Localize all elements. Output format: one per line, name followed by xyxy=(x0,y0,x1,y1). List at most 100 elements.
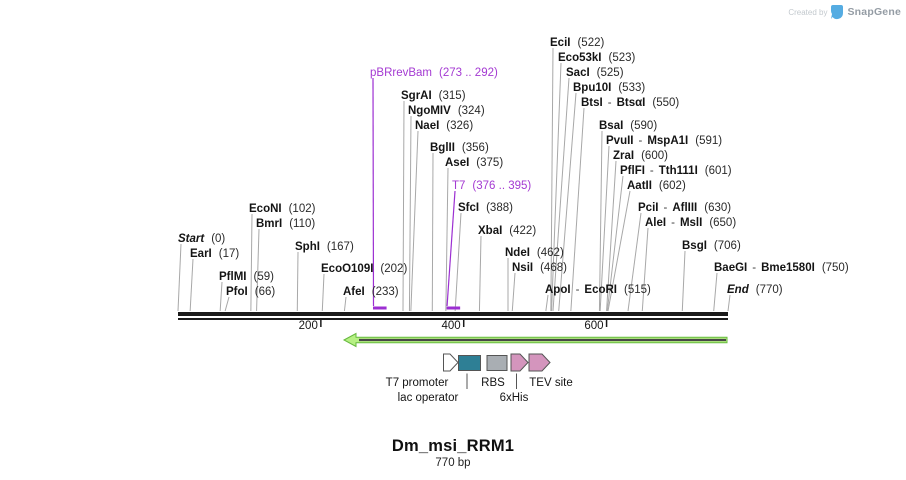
site-connector-btsi xyxy=(570,107,585,312)
feature-label-6xhis: 6xHis xyxy=(500,392,529,404)
site-label-ecoo109i[interactable]: EcoO109I (202) xyxy=(321,263,407,275)
sequence-title: Dm_msi_RRM1 xyxy=(391,437,515,455)
site-connector-naei xyxy=(410,130,419,312)
feature-6xhis[interactable] xyxy=(510,353,529,372)
site-label-apoi[interactable]: ApoI - EcoRI (515) xyxy=(545,284,651,296)
site-connector-zrai xyxy=(606,160,617,312)
feature-label-rbs: RBS xyxy=(481,377,505,389)
site-label-xbai[interactable]: XbaI (422) xyxy=(478,225,536,237)
site-connector-apoi xyxy=(545,294,549,312)
site-label-naei[interactable]: NaeI (326) xyxy=(415,120,473,132)
site-label-zrai[interactable]: ZraI (600) xyxy=(613,150,668,162)
site-connector-alei xyxy=(641,227,649,312)
site-label-pflfi[interactable]: PflFI - Tth111I (601) xyxy=(620,165,732,177)
site-label-ecii[interactable]: EciI (522) xyxy=(550,37,604,49)
site-label-sphi[interactable]: SphI (167) xyxy=(295,241,354,253)
site-label-pfoi[interactable]: PfoI (66) xyxy=(226,286,275,298)
site-connector-pflmi xyxy=(219,281,223,312)
site-connector-xbai xyxy=(478,235,482,312)
site-label-econi[interactable]: EcoNI (102) xyxy=(249,203,316,215)
orf-arrow-core xyxy=(359,338,726,342)
site-connector-ecoo109i xyxy=(321,273,325,312)
site-connector-aatii xyxy=(607,190,631,312)
site-label-end[interactable]: End (770) xyxy=(727,284,783,296)
site-label-start[interactable]: Start (0) xyxy=(178,233,225,245)
primer-label-t7[interactable]: T7 (376 .. 395) xyxy=(452,180,531,192)
site-label-baegi[interactable]: BaeGI - Bme1580I (750) xyxy=(714,262,849,274)
snapgene-logo-icon xyxy=(831,4,844,19)
site-connector-pvuii xyxy=(599,145,610,312)
site-connector-nsii xyxy=(511,272,516,312)
site-label-afei[interactable]: AfeI (233) xyxy=(343,286,399,298)
feature-lac-operator[interactable] xyxy=(458,355,481,371)
site-label-sgrai[interactable]: SgrAI (315) xyxy=(401,90,466,102)
site-connector-sfci xyxy=(454,212,462,312)
site-label-sfci[interactable]: SfcI (388) xyxy=(458,202,513,214)
site-label-bsai[interactable]: BsaI (590) xyxy=(599,120,657,132)
site-label-saci[interactable]: SacI (525) xyxy=(566,67,624,79)
site-label-bglii[interactable]: BglII (356) xyxy=(430,142,489,154)
primer-connector-pbrrevbam xyxy=(372,77,375,307)
ruler-tick-label-200: 200 xyxy=(299,320,318,332)
site-connector-pcii xyxy=(627,212,642,312)
primer-label-pbrrevbam[interactable]: pBRrevBam (273 .. 292) xyxy=(370,67,498,79)
site-connector-econi xyxy=(250,213,253,312)
site-label-bmri[interactable]: BmrI (110) xyxy=(256,218,315,230)
site-label-pcii[interactable]: PciI - AflIII (630) xyxy=(638,202,731,214)
ruler-bar-top[interactable] xyxy=(178,312,728,316)
site-label-pflmi[interactable]: PflMI (59) xyxy=(219,271,274,283)
site-connector-sgrai xyxy=(402,100,405,312)
site-connector-bglii xyxy=(431,152,434,312)
feature-label-t7-promoter: T7 promoter xyxy=(386,377,449,389)
site-connector-end xyxy=(727,294,731,312)
ruler-tick-label-400: 400 xyxy=(442,320,461,332)
site-connector-bpu10i xyxy=(558,92,577,312)
primer-connector-t7 xyxy=(446,190,456,307)
site-label-alei[interactable]: AleI - MslI (650) xyxy=(645,217,736,229)
site-connector-asei xyxy=(445,167,449,312)
site-connector-pflfi xyxy=(606,175,624,312)
site-connector-eco53ki xyxy=(551,62,562,312)
site-label-pvuii[interactable]: PvuII - MspA1I (591) xyxy=(606,135,722,147)
site-label-bsgi[interactable]: BsgI (706) xyxy=(682,240,741,252)
site-label-nsii[interactable]: NsiI (468) xyxy=(512,262,567,274)
site-connector-pfoi xyxy=(224,296,230,312)
sequence-length: 770 bp xyxy=(435,457,471,469)
primer-bar-t7[interactable] xyxy=(446,306,461,310)
ruler-tick-label-600: 600 xyxy=(584,320,603,332)
site-connector-bsgi xyxy=(681,250,686,312)
feature-rbs[interactable] xyxy=(486,355,508,371)
site-connector-sphi xyxy=(296,251,299,312)
site-connector-eari xyxy=(189,258,194,312)
site-connector-afei xyxy=(343,296,347,312)
site-label-ngomiv[interactable]: NgoMIV (324) xyxy=(408,105,485,117)
primer-marks xyxy=(373,306,461,310)
site-connector-bmri xyxy=(256,228,260,312)
site-label-ndei[interactable]: NdeI (462) xyxy=(505,247,564,259)
site-connector-baegi xyxy=(713,272,718,312)
sequence-ruler: 200 400 600 xyxy=(178,312,728,332)
site-label-asei[interactable]: AseI (375) xyxy=(445,157,503,169)
site-connectors xyxy=(177,47,731,312)
site-label-eco53ki[interactable]: Eco53kI (523) xyxy=(558,52,636,64)
feature-label-lac-operator: lac operator xyxy=(398,392,459,404)
feature-label-tev-site: TEV site xyxy=(529,377,572,389)
site-label-bpu10i[interactable]: Bpu10I (533) xyxy=(573,82,645,94)
created-by-label: Created by xyxy=(788,7,828,17)
snapgene-brand-label: SnapGene xyxy=(847,6,901,18)
feature-tev-site[interactable] xyxy=(528,353,551,372)
feature-t7-promoter[interactable] xyxy=(443,353,459,372)
site-label-btsi[interactable]: BtsI - BtsαI (550) xyxy=(581,97,679,109)
site-connector-start xyxy=(177,243,182,312)
ruler-bar-bottom xyxy=(178,318,728,320)
primer-bar-pbrrevbam[interactable] xyxy=(373,306,387,310)
snapgene-watermark: Created by SnapGene xyxy=(788,3,901,21)
site-connector-ngomiv xyxy=(408,115,412,312)
site-connector-bsai xyxy=(598,130,603,312)
site-label-eari[interactable]: EarI (17) xyxy=(190,248,239,260)
site-label-aatii[interactable]: AatII (602) xyxy=(627,180,686,192)
site-labels: Start (0) EarI (17) PflMI (59) PfoI (66) EcoNI (1… xyxy=(178,37,849,298)
